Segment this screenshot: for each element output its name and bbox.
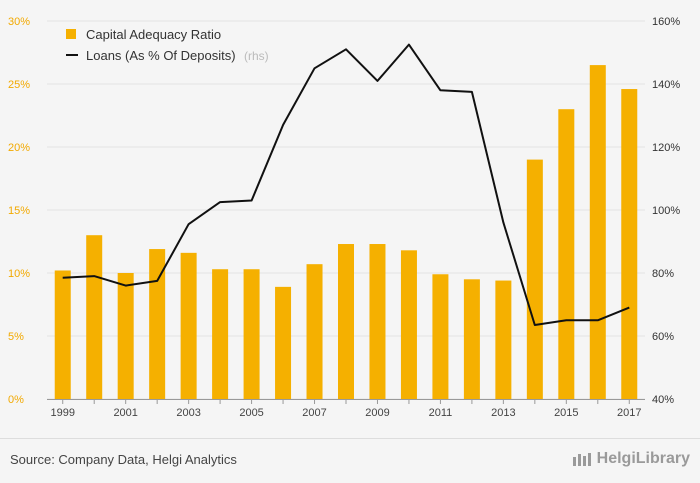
y-left-tick-label: 20%: [8, 142, 30, 154]
bar-capital-adequacy-2007: [306, 264, 323, 399]
y-right-tick-label: 120%: [652, 142, 680, 154]
y-right-tick-label: 80%: [652, 268, 674, 280]
legend-label-capital-adequacy: Capital Adequacy Ratio: [86, 27, 221, 42]
bar-capital-adequacy-2000: [86, 235, 103, 399]
y-left-tick-label: 15%: [8, 205, 30, 217]
bar-capital-adequacy-2011: [432, 274, 449, 399]
y-left-tick-label: 5%: [8, 331, 24, 343]
bar-capital-adequacy-2016: [589, 65, 606, 399]
bar-capital-adequacy-2017: [621, 89, 638, 399]
legend-label-loans: Loans (As % Of Deposits) (rhs): [86, 47, 269, 64]
y-left-tick-label: 25%: [8, 79, 30, 91]
bar-capital-adequacy-2002: [149, 249, 166, 399]
x-tick-label: 2013: [491, 407, 515, 419]
y-right-tick-label: 60%: [652, 331, 674, 343]
bar-capital-adequacy-2005: [243, 269, 260, 399]
x-tick-label: 2001: [113, 407, 137, 419]
left-axis: 0% 5% 10% 15% 20% 25% 30%: [8, 16, 30, 406]
y-right-tick-label: 40%: [652, 394, 674, 406]
bar-capital-adequacy-2001: [117, 273, 134, 399]
right-axis: 40% 60% 80% 100% 120% 140% 160%: [652, 16, 680, 406]
legend-label-loans-suffix: (rhs): [244, 49, 269, 63]
x-tick-label: 2017: [617, 407, 641, 419]
bar-series: [54, 65, 638, 399]
y-right-tick-label: 140%: [652, 79, 680, 91]
line-series: [62, 43, 630, 326]
bar-capital-adequacy-1999: [54, 270, 71, 399]
bar-capital-adequacy-2006: [275, 286, 292, 399]
y-left-tick-label: 0%: [8, 394, 24, 406]
legend-swatch-capital-adequacy: [66, 29, 76, 39]
bar-capital-adequacy-2012: [463, 279, 480, 399]
library-icon: [572, 453, 591, 466]
bar-capital-adequacy-2003: [180, 252, 197, 399]
y-right-tick-label: 160%: [652, 16, 680, 28]
y-left-tick-label: 30%: [8, 16, 30, 28]
y-left-tick-label: 10%: [8, 268, 30, 280]
x-tick-label: 2009: [365, 407, 389, 419]
x-axis: 1999 2001 2003 2005 2007 2009 2011 2013 2015 2017: [47, 399, 645, 419]
bar-capital-adequacy-2004: [212, 269, 229, 399]
x-tick-label: 2003: [176, 407, 200, 419]
x-tick-label: 2011: [429, 407, 453, 419]
x-tick-label: 1999: [50, 407, 74, 419]
bar-capital-adequacy-2015: [558, 109, 575, 399]
bar-capital-adequacy-2014: [526, 159, 543, 399]
bar-capital-adequacy-2013: [495, 280, 512, 399]
y-right-tick-label: 100%: [652, 205, 680, 217]
brand-logo: HelgiLibrary: [572, 450, 690, 468]
x-tick-label: 2005: [239, 407, 263, 419]
bar-capital-adequacy-2008: [338, 244, 354, 399]
bar-capital-adequacy-2010: [400, 250, 417, 399]
brand-name: HelgiLibrary: [596, 450, 690, 467]
source-text: Source: Company Data, Helgi Analytics: [10, 452, 237, 467]
x-tick-label: 2015: [554, 407, 578, 419]
bar-capital-adequacy-2009: [369, 244, 386, 399]
footer: Source: Company Data, Helgi Analytics He…: [0, 438, 700, 483]
chart-svg: 0% 5% 10% 15% 20% 25% 30% 40% 60% 80% 100% 120% 140…: [8, 16, 680, 419]
legend: Capital Adequacy Ratio Loans (As % Of De…: [66, 27, 269, 64]
legend-label-loans-text: Loans (As % Of Deposits): [86, 48, 236, 63]
x-tick-label: 2007: [302, 407, 326, 419]
line-loans-to-deposits: [62, 43, 630, 326]
